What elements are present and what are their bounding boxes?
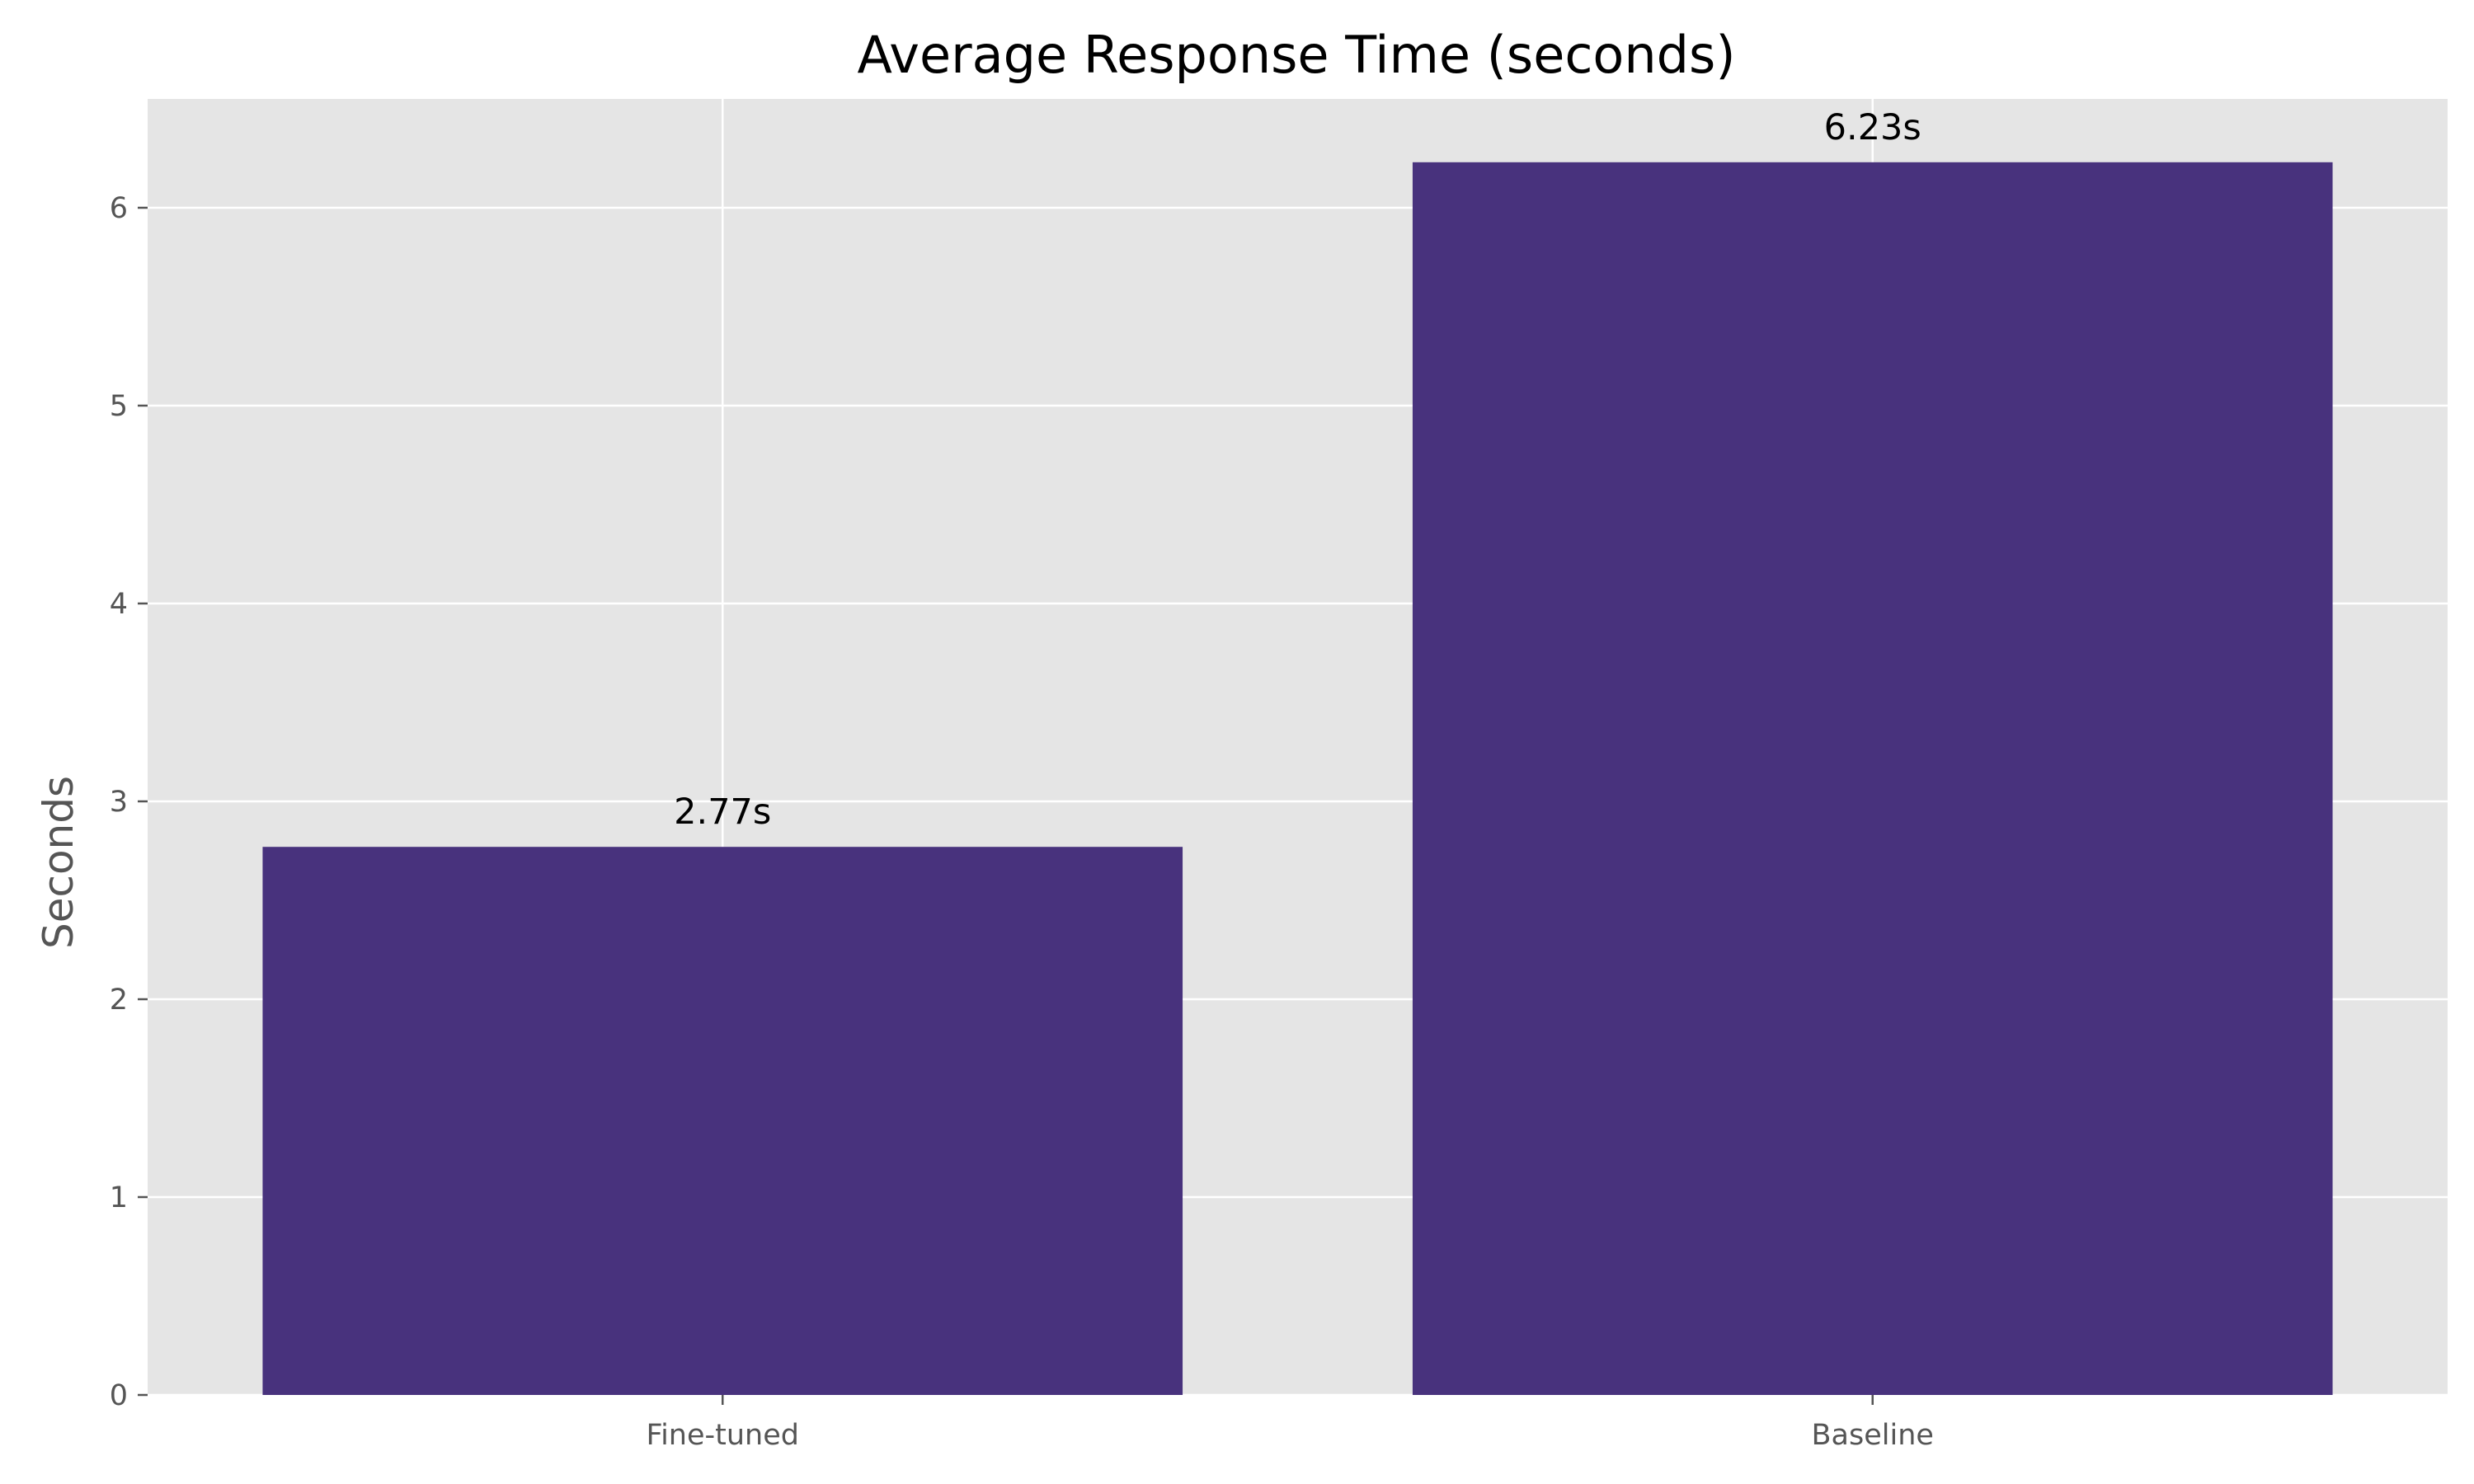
bar-value-label: 6.23s xyxy=(1824,107,1921,148)
bar-value-labels: 2.77s 6.23s xyxy=(674,107,1921,833)
y-tick-label: 2 xyxy=(110,984,128,1017)
y-tick-label: 4 xyxy=(110,588,128,621)
bars xyxy=(262,162,2333,1395)
y-axis: 0 1 2 3 4 5 6 xyxy=(110,192,148,1412)
y-tick-label: 3 xyxy=(110,786,128,819)
bar-baseline xyxy=(1412,162,2333,1395)
y-tick-label: 0 xyxy=(110,1379,128,1412)
chart-title: Average Response Time (seconds) xyxy=(857,25,1735,85)
y-axis-label: Seconds xyxy=(35,776,82,949)
bar-fine-tuned xyxy=(262,847,1183,1395)
x-tick-label: Fine-tuned xyxy=(647,1419,800,1452)
y-tick-label: 5 xyxy=(110,390,128,423)
x-tick-label: Baseline xyxy=(1812,1419,1934,1452)
y-tick-label: 1 xyxy=(110,1181,128,1214)
x-axis: Fine-tuned Baseline xyxy=(647,1395,1934,1452)
y-tick-label: 6 xyxy=(110,192,128,225)
bar-value-label: 2.77s xyxy=(674,791,771,833)
